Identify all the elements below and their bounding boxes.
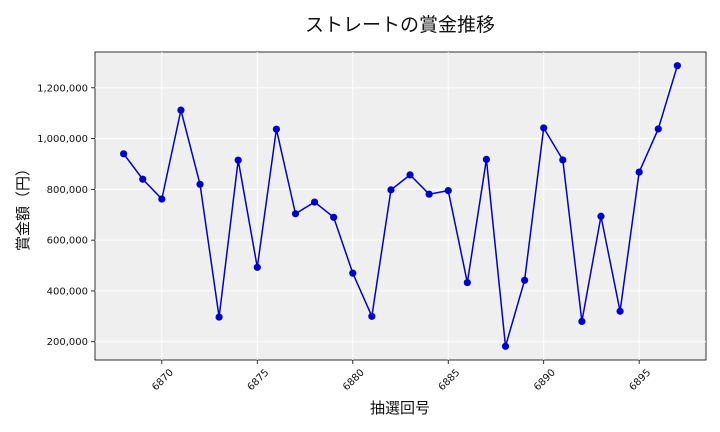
data-point xyxy=(540,124,548,132)
data-point xyxy=(387,186,395,194)
data-point xyxy=(578,317,586,326)
x-tick-label: 6870 xyxy=(150,367,176,393)
data-point xyxy=(310,198,319,206)
data-point xyxy=(635,168,643,176)
data-point xyxy=(654,125,662,133)
data-point xyxy=(673,62,681,70)
chart-title: ストレートの賞金推移 xyxy=(305,14,495,36)
x-axis-label: 抽選回号 xyxy=(370,399,430,417)
data-point xyxy=(291,210,300,218)
data-point xyxy=(521,276,529,284)
y-axis: 200,000 400,000 600,000 800,000 1,000,000 1,2… xyxy=(37,83,95,348)
x-axis: 6870 6875 6880 6885 6890 6895 xyxy=(150,360,653,393)
x-tick-label: 6880 xyxy=(341,367,367,393)
y-tick-label: 1,200,000 xyxy=(37,83,88,94)
data-point xyxy=(425,190,433,198)
data-point xyxy=(253,263,261,271)
data-point xyxy=(616,307,624,315)
data-point xyxy=(139,175,147,183)
x-tick-label: 6885 xyxy=(437,367,463,393)
data-point xyxy=(215,313,223,321)
y-tick-label: 600,000 xyxy=(47,236,88,247)
data-point xyxy=(158,195,166,203)
data-point xyxy=(559,156,567,164)
series-points xyxy=(120,62,681,350)
data-point xyxy=(368,312,376,320)
data-point xyxy=(177,106,185,114)
data-point xyxy=(120,150,128,158)
data-point xyxy=(482,155,491,164)
data-point xyxy=(272,125,280,133)
y-tick-label: 400,000 xyxy=(47,286,88,297)
series-line xyxy=(123,65,679,347)
plot-area xyxy=(94,51,707,361)
y-axis-label: 賞金額（円） xyxy=(14,161,32,251)
grid xyxy=(95,52,706,360)
x-tick-label: 6875 xyxy=(246,367,272,393)
data-point xyxy=(330,213,338,221)
y-tick-label: 800,000 xyxy=(47,185,88,196)
data-point xyxy=(406,171,414,179)
y-tick-label: 1,000,000 xyxy=(37,134,88,145)
data-point xyxy=(349,269,357,277)
x-tick-label: 6895 xyxy=(628,367,654,393)
data-point xyxy=(501,342,510,350)
data-point xyxy=(196,180,204,188)
x-tick-label: 6890 xyxy=(532,367,558,393)
data-point xyxy=(444,187,452,195)
y-tick-label: 200,000 xyxy=(47,337,88,348)
data-point xyxy=(597,212,605,220)
data-point xyxy=(463,278,471,287)
data-point xyxy=(234,156,242,164)
